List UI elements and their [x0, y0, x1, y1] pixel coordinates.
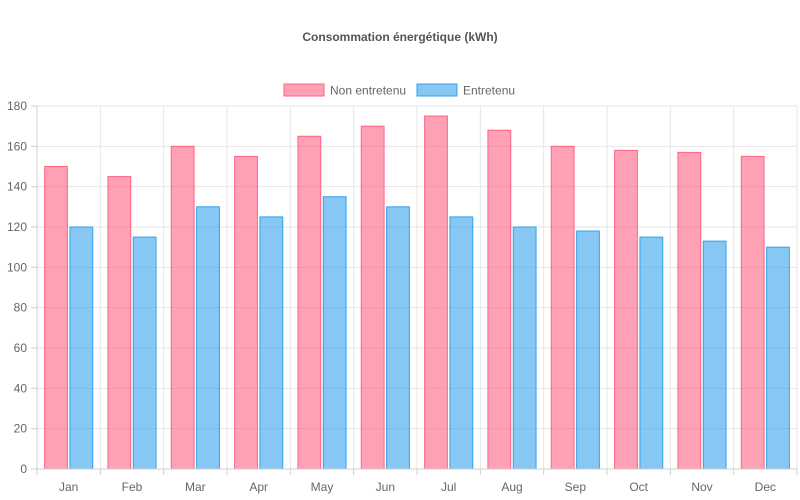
legend-swatch-entretenu	[416, 83, 458, 97]
y-tick-label: 180	[7, 99, 27, 113]
bar-entretenu-mar[interactable]	[196, 206, 220, 470]
x-tick-label: Oct	[629, 480, 648, 494]
bar-entretenu-aug[interactable]	[512, 226, 537, 470]
y-tick-label: 40	[14, 381, 28, 395]
legend-item-non-entretenu[interactable]: Non entretenu	[283, 83, 406, 98]
x-tick-label: Sep	[565, 480, 587, 494]
y-tick-label: 100	[7, 260, 27, 274]
x-axis-labels: Jan Feb Mar Apr May Jun Jul Aug Sep Oct Nov Dec	[59, 480, 776, 494]
x-tick-label: Jan	[59, 480, 78, 494]
bar-entretenu-may[interactable]	[322, 196, 347, 470]
bar-non-entretenu-dec[interactable]	[740, 155, 765, 470]
x-tick-label: Aug	[501, 480, 522, 494]
bar-entretenu-oct[interactable]	[639, 236, 664, 470]
x-tick-label: Jul	[441, 480, 456, 494]
x-tick-label: Dec	[755, 480, 776, 494]
legend: Non entretenu Entretenu	[283, 83, 515, 98]
bar-non-entretenu-feb[interactable]	[107, 176, 132, 470]
y-tick-label: 60	[14, 341, 28, 355]
bar-non-entretenu-sep[interactable]	[550, 145, 575, 470]
x-tick-label: Mar	[185, 480, 206, 494]
grid	[36, 105, 798, 470]
bar-entretenu-sep[interactable]	[576, 230, 600, 470]
bar-non-entretenu-aug[interactable]	[487, 129, 512, 470]
bar-non-entretenu-nov[interactable]	[677, 151, 702, 470]
y-tick-label: 140	[7, 180, 27, 194]
bar-non-entretenu-mar[interactable]	[170, 145, 195, 470]
chart-title: Consommation énergétique (kWh)	[302, 30, 497, 44]
y-tick-label: 20	[14, 422, 28, 436]
axes	[31, 105, 798, 475]
y-tick-label: 160	[7, 139, 27, 153]
x-tick-label: Nov	[691, 480, 712, 494]
legend-swatch-non-entretenu	[283, 83, 325, 97]
bar-non-entretenu-jan[interactable]	[44, 166, 68, 470]
bars	[44, 115, 790, 470]
x-tick-label: Jun	[376, 480, 395, 494]
bar-entretenu-jan[interactable]	[69, 226, 94, 470]
bar-non-entretenu-may[interactable]	[297, 135, 322, 470]
y-tick-label: 80	[14, 301, 28, 315]
x-tick-label: Apr	[249, 480, 268, 494]
bar-entretenu-dec[interactable]	[766, 246, 790, 470]
x-tick-label: Feb	[122, 480, 143, 494]
y-axis-labels: 0 20 40 60 80 100 120 140 160 180	[7, 99, 27, 476]
bar-entretenu-nov[interactable]	[702, 240, 727, 470]
x-tick-label: May	[311, 480, 334, 494]
bar-entretenu-feb[interactable]	[132, 236, 157, 470]
bar-non-entretenu-apr[interactable]	[234, 155, 258, 470]
y-tick-label: 0	[20, 462, 27, 476]
legend-item-entretenu[interactable]: Entretenu	[416, 83, 515, 98]
legend-label-entretenu: Entretenu	[463, 84, 515, 98]
legend-label-non-entretenu: Non entretenu	[330, 84, 406, 98]
bar-entretenu-jun[interactable]	[386, 206, 410, 470]
bar-non-entretenu-jun[interactable]	[360, 125, 385, 470]
bar-non-entretenu-oct[interactable]	[614, 149, 638, 470]
bar-entretenu-apr[interactable]	[259, 216, 284, 470]
bar-entretenu-jul[interactable]	[449, 216, 474, 470]
y-tick-label: 120	[7, 220, 27, 234]
bar-non-entretenu-jul[interactable]	[424, 115, 448, 470]
